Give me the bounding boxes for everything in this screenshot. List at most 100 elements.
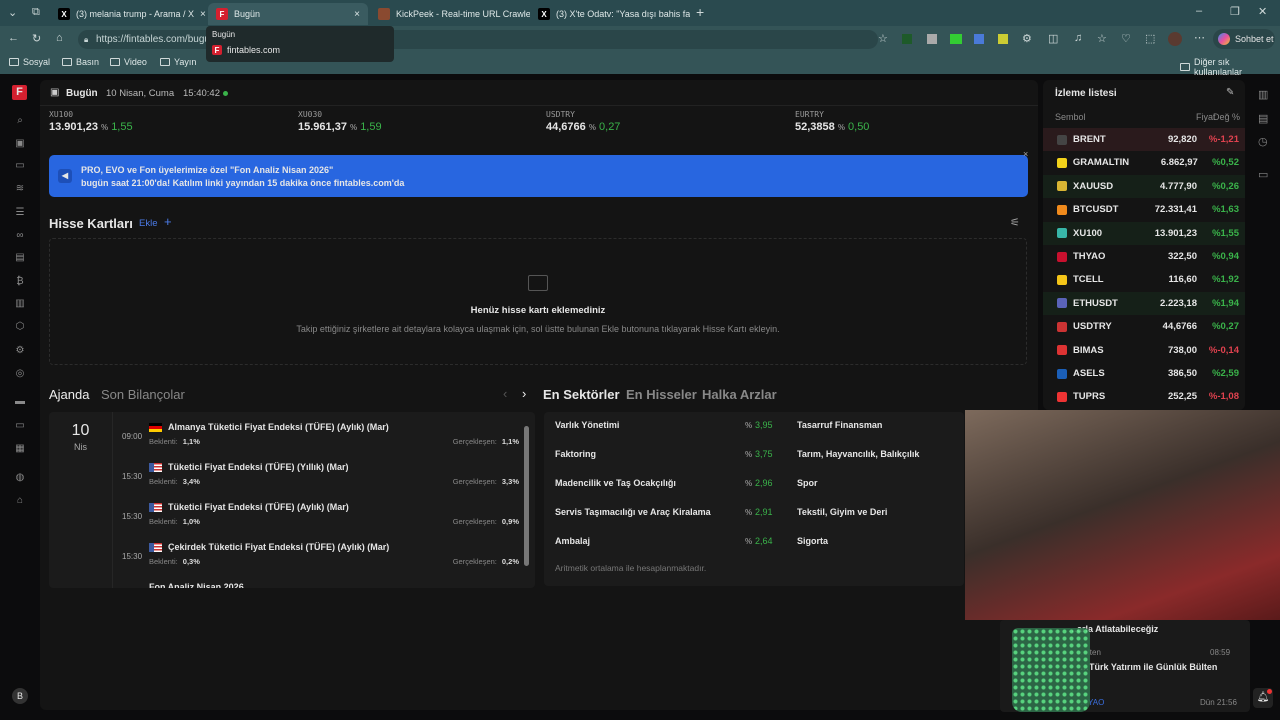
fund-icon[interactable]: ▥ (15, 298, 25, 309)
tools-icon[interactable]: ⚙ (15, 345, 25, 356)
copilot-button[interactable]: Sohbet et (1213, 29, 1275, 49)
calendar-icon[interactable]: ▭ (1258, 169, 1269, 181)
alarm-icon[interactable]: ◷ (1258, 136, 1268, 148)
watchlist-row[interactable]: THYAO 322,50 %0,94 (1043, 245, 1245, 268)
sector-name[interactable]: Varlık Yönetimi (555, 420, 620, 430)
notification-bell-icon[interactable]: 🔔︎ (1253, 688, 1273, 708)
workspaces-icon[interactable]: ⧉ (32, 6, 40, 18)
watchlist-row[interactable]: BIMAS 738,00 %-0,14 (1043, 339, 1245, 362)
profile-avatar[interactable] (1168, 32, 1182, 46)
watchlist-row[interactable]: GRAMALTIN 6.862,97 %0,52 (1043, 151, 1245, 174)
promo-banner[interactable]: ◀ PRO, EVO ve Fon üyelerimize özel "Fon … (49, 155, 1028, 197)
sector-name[interactable]: Tasarruf Finansman (797, 420, 883, 430)
bitcoin-icon[interactable]: ₿ (16, 276, 24, 287)
extension-icon[interactable] (927, 34, 937, 44)
sector-name[interactable]: Spor (797, 478, 818, 488)
calendar-icon[interactable]: ▣ (15, 138, 25, 149)
bookmark-folder[interactable]: Basın (62, 57, 99, 67)
sector-name[interactable]: Madencilik ve Taş Ocakçılığı (555, 478, 676, 488)
watchlist-row[interactable]: BTCUSDT 72.331,41 %1,63 (1043, 198, 1245, 221)
home-icon[interactable]: ⌂ (56, 32, 63, 44)
bookmark-folder[interactable]: Video (110, 57, 147, 67)
watchlist-row[interactable]: BRENT 92,820 %-1,21 (1043, 128, 1245, 151)
index-usdtry[interactable]: USDTRY 44,6766 % 0,27 (546, 110, 620, 133)
extensions-icon[interactable]: ⚙ (1022, 33, 1032, 45)
index-eurtry[interactable]: EURTRY 52,3858 % 0,50 (795, 110, 869, 133)
wallet-icon[interactable]: ▭ (15, 160, 25, 171)
sector-name[interactable]: Sigorta (797, 536, 829, 546)
video-icon[interactable]: ▬ (15, 396, 25, 407)
translate-icon[interactable] (974, 34, 984, 44)
chart-bars-icon[interactable]: ▥ (1258, 89, 1269, 101)
tab-en-hisseler[interactable]: En Hisseler (626, 387, 697, 402)
fintables-logo[interactable]: F (12, 85, 27, 100)
watchlist-row[interactable]: TCELL 116,60 %1,92 (1043, 268, 1245, 291)
banner-close-button[interactable]: × (1023, 149, 1029, 159)
search-icon[interactable]: ⌕ (17, 115, 23, 126)
new-tab-icon[interactable]: + (696, 4, 705, 20)
extension-icon[interactable] (998, 34, 1008, 44)
tab-halka-arzlar[interactable]: Halka Arzlar (702, 387, 777, 402)
database-icon[interactable]: ≋ (15, 183, 25, 194)
health-icon[interactable]: ♡ (1121, 33, 1131, 45)
plus-icon[interactable]: + (164, 214, 172, 229)
notification-title[interactable]: …arla Atlatabileceğiz (1068, 624, 1159, 634)
add-card-button[interactable]: Ekle (139, 218, 158, 229)
news-icon[interactable]: ▤ (15, 252, 25, 263)
back-icon[interactable]: ← (8, 32, 19, 44)
sector-name[interactable]: Tekstil, Giyim ve Deri (797, 507, 888, 517)
watchlist-row[interactable]: TUPRS 252,25 %-1,08 (1043, 385, 1245, 408)
tab-ajanda[interactable]: Ajanda (49, 387, 90, 402)
extension-icon[interactable] (950, 34, 962, 44)
agenda-event[interactable]: 15:30 Tüketici Fiyat Endeksi (TÜFE) (Yıl… (122, 462, 519, 486)
screenshot-icon[interactable]: ⬚ (1145, 33, 1156, 45)
tab-x-search[interactable]: X (3) melania trump - Arama / X × (50, 3, 206, 25)
split-screen-icon[interactable]: ◫ (1048, 33, 1059, 45)
index-xu030[interactable]: XU030 15.961,37 % 1,59 (298, 110, 382, 133)
url-input[interactable]: 🔒︎ https://fintables.com/bugu (78, 30, 878, 49)
target-icon[interactable]: ◎ (15, 368, 25, 379)
watchlist-row[interactable]: XAUUSD 4.777,90 %0,26 (1043, 174, 1245, 198)
minimize-icon[interactable]: – (1196, 5, 1203, 17)
agenda-event[interactable]: 15:30 Tüketici Fiyat Endeksi (TÜFE) (Ayl… (122, 502, 519, 526)
sector-name[interactable]: Ambalaj (555, 536, 591, 546)
watchlist-row[interactable]: ETHUSDT 2.223,18 %1,94 (1043, 291, 1245, 315)
sector-name[interactable]: Servis Taşımacılığı ve Araç Kiralama (555, 507, 711, 517)
favorites-icon[interactable]: ☆ (1097, 33, 1107, 45)
bookmark-folder[interactable]: Yayın (160, 57, 196, 67)
education-icon[interactable]: ⌂ (16, 495, 24, 506)
tab-list-chevron-icon[interactable]: ⌄ (8, 7, 18, 19)
layout-icon[interactable]: ▦ (15, 443, 25, 454)
bookmark-folder[interactable]: Sosyal (9, 57, 50, 67)
scrollbar[interactable] (524, 416, 529, 584)
list-icon[interactable]: ☰ (15, 207, 25, 218)
sector-name[interactable]: Faktoring (555, 449, 597, 459)
agenda-event[interactable]: 21:00 Fon Analiz Nisan 2026 (149, 582, 519, 588)
media-icon[interactable]: ♫ (1074, 32, 1083, 44)
filter-settings-icon[interactable]: ⚟ (1010, 217, 1020, 229)
sector-name[interactable]: Tarım, Hayvancılık, Balıkçılık (797, 449, 920, 459)
globe-icon[interactable]: ◍ (15, 472, 25, 483)
binoculars-icon[interactable]: ∞ (16, 230, 24, 241)
edit-pencil-icon[interactable]: ✎ (1226, 87, 1235, 98)
index-xu100[interactable]: XU100 13.901,23 % 1,55 (49, 110, 133, 133)
other-bookmarks[interactable]: Diğer sık kullanılanlar (1180, 57, 1280, 77)
close-tab-icon[interactable]: × (354, 8, 360, 20)
more-icon[interactable]: ⋯ (1194, 32, 1205, 44)
restore-icon[interactable]: ❐ (1230, 6, 1240, 18)
tab-kickpeek[interactable]: KickPeek - Real-time URL Crawler f× (370, 3, 530, 25)
tab-en-sektorler[interactable]: En Sektörler (543, 387, 620, 402)
agenda-event[interactable]: 09:00 Almanya Tüketici Fiyat Endeksi (TÜ… (122, 422, 519, 446)
tab-odatv[interactable]: X(3) X'te Odatv: "Yasa dışı bahis faal× (530, 3, 690, 25)
user-avatar[interactable]: B (12, 688, 28, 704)
favorite-star-icon[interactable]: ☆ (878, 33, 888, 45)
extension-icon[interactable] (902, 34, 912, 44)
refresh-icon[interactable]: ↻ (32, 33, 42, 45)
document-icon[interactable]: ▭ (15, 420, 25, 431)
tab-son-bilancolar[interactable]: Son Bilançolar (101, 387, 185, 402)
tab-bugun[interactable]: F Bugün × (208, 3, 368, 25)
agenda-event[interactable]: 15:30 Çekirdek Tüketici Fiyat Endeksi (T… (122, 542, 519, 566)
next-arrow-icon[interactable]: › (522, 386, 527, 401)
prev-arrow-icon[interactable]: ‹ (503, 386, 508, 401)
watchlist-row[interactable]: XU100 13.901,23 %1,55 (1043, 221, 1245, 245)
